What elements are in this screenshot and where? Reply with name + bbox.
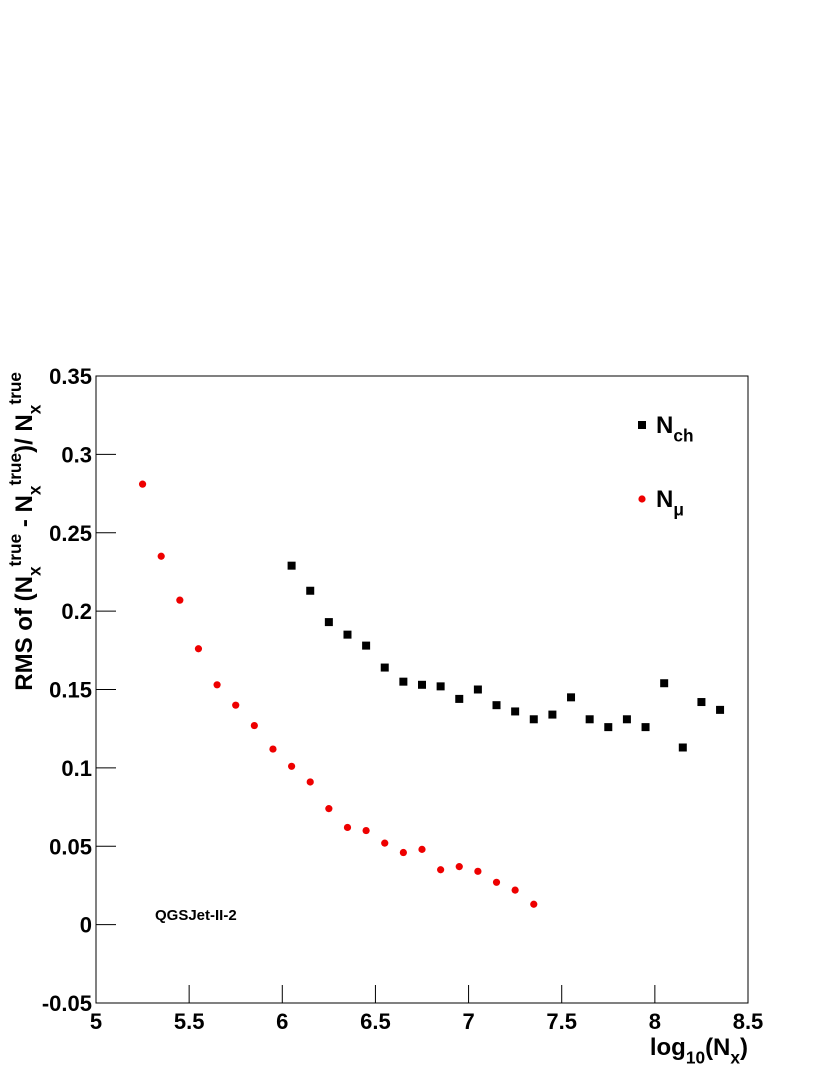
x-tick-label: 8 (649, 1009, 661, 1034)
point (511, 707, 520, 716)
x-tick-label: 6 (276, 1009, 288, 1034)
point (324, 618, 333, 627)
label-part: 10 (686, 1047, 705, 1067)
point (176, 596, 184, 604)
point (399, 848, 407, 857)
point (436, 682, 445, 691)
point (455, 694, 464, 703)
point (604, 723, 613, 732)
label-part: x (24, 485, 44, 495)
x-tick-label: 7.5 (546, 1009, 577, 1034)
label-part: N (656, 486, 673, 513)
label-part: N (656, 412, 673, 439)
label-part: ) (740, 1034, 748, 1061)
label-part: ch (673, 425, 693, 445)
x-tick-label: 8.5 (733, 1009, 764, 1034)
point (418, 845, 426, 853)
y-tick-label: 0.1 (61, 756, 92, 781)
label-part: x (24, 566, 44, 576)
point (381, 839, 389, 847)
label-part: true (5, 453, 25, 486)
x-tick-label: 7 (462, 1009, 474, 1034)
label-part: x (24, 404, 44, 414)
point (418, 680, 426, 689)
x-tick-label: 5.5 (174, 1009, 205, 1034)
point (288, 762, 296, 770)
point (585, 715, 594, 724)
annotation: QGSJet-II-2 (155, 907, 237, 924)
point (194, 645, 203, 653)
label-part: log (650, 1034, 686, 1061)
y-tick-label: 0 (80, 913, 92, 938)
y-tick-label: -0.05 (42, 991, 92, 1016)
point (473, 685, 482, 694)
point (492, 878, 501, 886)
point (530, 900, 538, 908)
label-part: true (5, 372, 25, 405)
label-part: μ (673, 499, 684, 519)
y-tick-label: 0.2 (61, 599, 92, 624)
point (138, 480, 147, 488)
point (567, 693, 576, 702)
legend-label: Nμ (656, 486, 684, 519)
y-axis-label: RMS of (Nxtrue - Nxtrue)/ Nxtrue (5, 372, 44, 691)
point (492, 701, 501, 710)
point (511, 886, 519, 894)
label-part: RMS of (N (11, 576, 38, 691)
point (213, 681, 221, 689)
y-tick-label: 0.25 (49, 521, 92, 546)
legend-marker (638, 421, 646, 429)
point (343, 630, 352, 639)
point (287, 561, 296, 570)
label-part: x (730, 1047, 740, 1067)
point (362, 826, 370, 835)
label-part: - N (11, 495, 38, 534)
y-tick-label: 0.35 (49, 364, 92, 389)
point (437, 866, 445, 874)
point (548, 710, 557, 719)
point (380, 663, 389, 672)
point (343, 823, 352, 832)
x-axis-label: log10(Nx) (650, 1034, 748, 1067)
label-part: true (5, 533, 25, 566)
label-part: )/ N (11, 414, 38, 453)
point (232, 701, 240, 709)
y-tick-label: 0.15 (49, 678, 92, 703)
point (716, 705, 725, 714)
x-tick-label: 5 (90, 1009, 102, 1034)
point (660, 679, 669, 688)
point (697, 698, 706, 707)
point (455, 863, 463, 871)
point (250, 721, 258, 730)
legend-marker (638, 495, 646, 503)
point (529, 715, 538, 724)
point (622, 715, 631, 724)
point (474, 867, 482, 875)
point (678, 743, 687, 752)
legend-label: Nch (656, 412, 694, 445)
x-tick-label: 6.5 (360, 1009, 391, 1034)
point (362, 641, 371, 650)
point (325, 805, 333, 813)
y-tick-label: 0.3 (61, 442, 92, 467)
point (306, 586, 315, 595)
point (641, 723, 650, 732)
y-tick-label: 0.05 (49, 834, 92, 859)
point (157, 552, 165, 560)
label-part: (N (705, 1034, 730, 1061)
point (399, 677, 408, 686)
point (269, 745, 277, 753)
point (306, 778, 314, 786)
